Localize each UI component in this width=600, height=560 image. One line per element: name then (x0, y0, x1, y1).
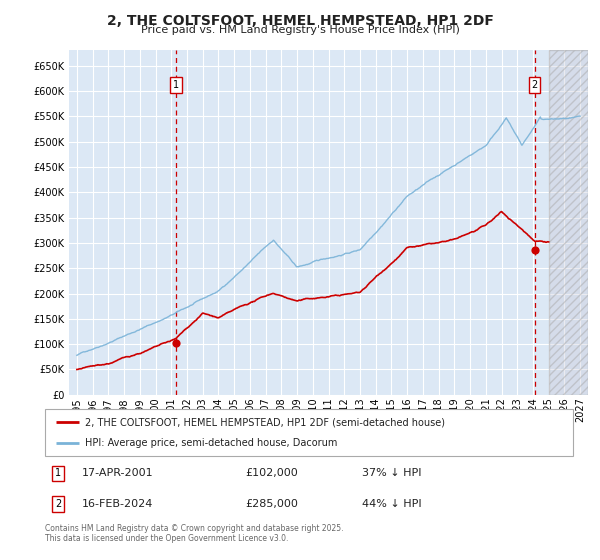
Text: £285,000: £285,000 (245, 499, 299, 509)
Text: £102,000: £102,000 (245, 468, 298, 478)
Point (530, 246, 539, 255)
Text: Price paid vs. HM Land Registry's House Price Index (HPI): Price paid vs. HM Land Registry's House … (140, 25, 460, 35)
Text: 37% ↓ HPI: 37% ↓ HPI (362, 468, 421, 478)
Text: 1: 1 (55, 468, 61, 478)
Text: Contains HM Land Registry data © Crown copyright and database right 2025.
This d: Contains HM Land Registry data © Crown c… (45, 524, 343, 543)
Bar (548, 50, 588, 395)
Text: 17-APR-2001: 17-APR-2001 (82, 468, 154, 478)
Point (171, 339, 181, 348)
Text: 2, THE COLTSFOOT, HEMEL HEMPSTEAD, HP1 2DF: 2, THE COLTSFOOT, HEMEL HEMPSTEAD, HP1 2… (107, 14, 493, 28)
Text: 44% ↓ HPI: 44% ↓ HPI (362, 499, 421, 509)
Text: 2, THE COLTSFOOT, HEMEL HEMPSTEAD, HP1 2DF (semi-detached house): 2, THE COLTSFOOT, HEMEL HEMPSTEAD, HP1 2… (85, 417, 445, 427)
Text: 1: 1 (173, 80, 179, 90)
Bar (548, 50, 588, 395)
Text: 16-FEB-2024: 16-FEB-2024 (82, 499, 154, 509)
Text: 2: 2 (55, 499, 61, 509)
Text: 2: 2 (532, 80, 538, 90)
Text: HPI: Average price, semi-detached house, Dacorum: HPI: Average price, semi-detached house,… (85, 438, 337, 448)
FancyBboxPatch shape (45, 409, 573, 456)
